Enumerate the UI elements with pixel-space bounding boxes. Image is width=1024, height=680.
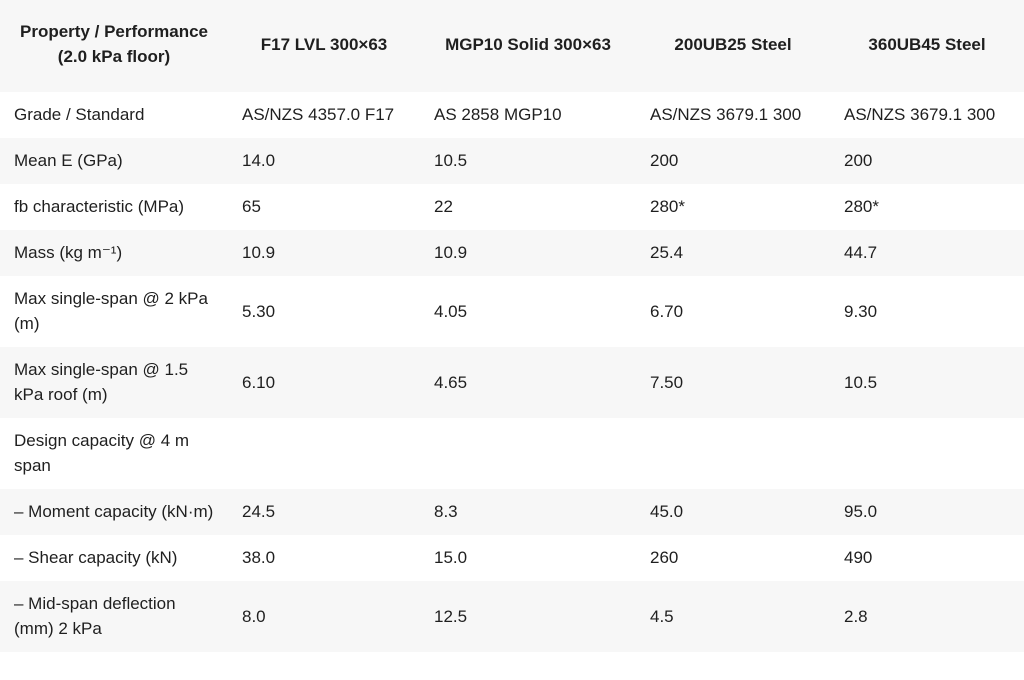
table-cell: 8.3 [420,489,636,535]
table-cell: AS/NZS 3679.1 300 [636,92,830,138]
table-cell: 12.5 [420,581,636,652]
table-body: Grade / Standard AS/NZS 4357.0 F17 AS 2858… [0,92,1024,652]
table-cell: Mass (kg m⁻¹) [0,230,228,276]
table-cell: 280* [636,184,830,230]
table-cell: 200 [636,138,830,184]
table-cell: Max single-span @ 2 kPa (m) [0,276,228,347]
table-row: Max single-span @ 2 kPa (m) 5.30 4.05 6.70 9… [0,276,1024,347]
table-cell: 10.9 [420,230,636,276]
table-cell: 8.0 [228,581,420,652]
table-row: fb characteristic (MPa) 65 22 280* 280* [0,184,1024,230]
table-cell: 22 [420,184,636,230]
table-cell: 4.65 [420,347,636,418]
table-cell: 15.0 [420,535,636,581]
table-cell: 95.0 [830,489,1024,535]
table-cell: 260 [636,535,830,581]
table-cell: fb characteristic (MPa) [0,184,228,230]
table-cell: Max single-span @ 1.5 kPa roof (m) [0,347,228,418]
table-cell: 45.0 [636,489,830,535]
table-cell: 200 [830,138,1024,184]
table-row: – Mid-span deflection (mm) 2 kPa 8.0 12.5 4… [0,581,1024,652]
empty-cell [636,418,830,489]
header-cell: 360UB45 Steel [830,0,1024,92]
header-cell: 200UB25 Steel [636,0,830,92]
table-cell: 44.7 [830,230,1024,276]
table-cell: AS 2858 MGP10 [420,92,636,138]
empty-cell [228,418,420,489]
table-cell: – Mid-span deflection (mm) 2 kPa [0,581,228,652]
table-cell: 25.4 [636,230,830,276]
table-cell: 2.8 [830,581,1024,652]
table-row: Mean E (GPa) 14.0 10.5 200 200 [0,138,1024,184]
table-cell: 490 [830,535,1024,581]
table-cell: – Shear capacity (kN) [0,535,228,581]
table-cell: Mean E (GPa) [0,138,228,184]
table-cell: 10.5 [420,138,636,184]
table-cell: 14.0 [228,138,420,184]
table-cell: 4.5 [636,581,830,652]
table-cell: Design capacity @ 4 m span [0,418,228,489]
table-cell: 280* [830,184,1024,230]
table-cell: 10.5 [830,347,1024,418]
table-cell: 65 [228,184,420,230]
table-row: Grade / Standard AS/NZS 4357.0 F17 AS 2858… [0,92,1024,138]
table-cell: 6.10 [228,347,420,418]
table-row: Max single-span @ 1.5 kPa roof (m) 6.10 4.… [0,347,1024,418]
table-cell: 6.70 [636,276,830,347]
table-cell: 4.05 [420,276,636,347]
table-cell: 7.50 [636,347,830,418]
header-row: Property / Performance (2.0 kPa floor) F1… [0,0,1024,92]
table-row: Design capacity @ 4 m span [0,418,1024,489]
table-row: – Shear capacity (kN) 38.0 15.0 260 490 [0,535,1024,581]
header-cell: Property / Performance (2.0 kPa floor) [0,0,228,92]
table-cell: 24.5 [228,489,420,535]
empty-cell [420,418,636,489]
header-cell: F17 LVL 300×63 [228,0,420,92]
table-cell: – Moment capacity (kN·m) [0,489,228,535]
header-cell: MGP10 Solid 300×63 [420,0,636,92]
data-table: Property / Performance (2.0 kPa floor) F1… [0,0,1024,652]
table-cell: 38.0 [228,535,420,581]
table-cell: 5.30 [228,276,420,347]
table-row: Mass (kg m⁻¹) 10.9 10.9 25.4 44.7 [0,230,1024,276]
table-cell: Grade / Standard [0,92,228,138]
table-cell: AS/NZS 4357.0 F17 [228,92,420,138]
table-cell: AS/NZS 3679.1 300 [830,92,1024,138]
table-cell: 9.30 [830,276,1024,347]
table-cell: 10.9 [228,230,420,276]
empty-cell [830,418,1024,489]
table-row: – Moment capacity (kN·m) 24.5 8.3 45.0 95.0 [0,489,1024,535]
